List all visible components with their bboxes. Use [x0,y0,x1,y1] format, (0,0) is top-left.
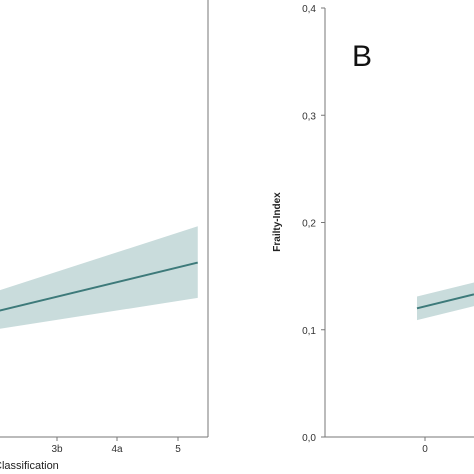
panel-label: B [352,40,372,73]
right-regression-line [416,293,474,310]
left-x-axis-label: Classification [0,460,59,472]
right-chart-panel: 0,0 0,1 0,2 0,3 0,4 0 Frailty-Index B [272,4,474,455]
right-y-ticks: 0,0 0,1 0,2 0,3 0,4 [302,4,325,444]
left-x-ticks: 3b 4a 5 [51,437,181,455]
left-confidence-band [0,226,198,329]
right-y-axis-label: Frailty-Index [272,192,283,252]
right-x-ticks: 0 [422,437,428,455]
right-y-tick-label: 0,1 [302,326,316,337]
left-regression-line [0,261,198,312]
right-y-tick-label: 0,0 [302,433,316,444]
left-x-tick-label: 5 [175,444,181,455]
left-chart-panel: 3b 4a 5 Classification [0,0,209,472]
left-x-tick-label: 4a [111,444,123,455]
right-x-tick-label: 0 [422,444,428,455]
right-y-tick-label: 0,3 [302,111,316,122]
left-x-tick-label: 3b [51,444,63,455]
right-y-tick-label: 0,4 [302,4,316,15]
right-y-tick-label: 0,2 [302,219,316,230]
